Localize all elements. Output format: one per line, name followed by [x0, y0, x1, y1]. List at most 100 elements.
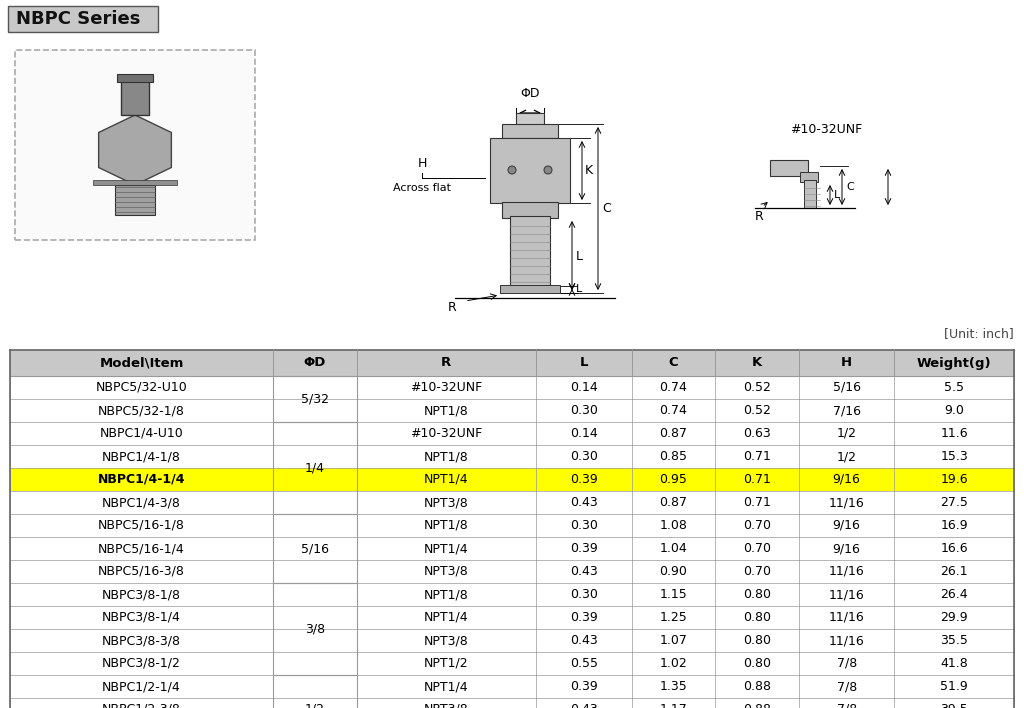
Bar: [273, 675, 356, 698]
Text: NPT1/4: NPT1/4: [424, 611, 469, 624]
Bar: [502, 202, 558, 218]
Text: ΦD: ΦD: [520, 87, 540, 100]
Text: NPT3/8: NPT3/8: [424, 565, 469, 578]
Bar: [516, 113, 544, 126]
Bar: [273, 675, 356, 708]
Bar: [15, 50, 255, 240]
Bar: [10, 652, 1014, 675]
Bar: [273, 698, 356, 708]
Text: 1.25: 1.25: [659, 611, 687, 624]
Text: 1.35: 1.35: [659, 680, 687, 693]
Text: 35.5: 35.5: [940, 634, 968, 647]
Text: NBPC5/16-1/8: NBPC5/16-1/8: [98, 519, 185, 532]
Text: 0.30: 0.30: [569, 588, 598, 601]
Text: 1.04: 1.04: [659, 542, 687, 555]
Bar: [273, 376, 356, 422]
Text: 19.6: 19.6: [940, 473, 968, 486]
Bar: [10, 468, 1014, 491]
Circle shape: [508, 166, 516, 174]
Text: 9/16: 9/16: [833, 519, 860, 532]
Text: C: C: [669, 357, 678, 370]
Text: 1/2: 1/2: [837, 450, 857, 463]
Bar: [273, 445, 356, 468]
Bar: [10, 445, 1014, 468]
Bar: [273, 537, 356, 560]
Bar: [121, 80, 150, 115]
Bar: [10, 675, 1014, 698]
Bar: [500, 285, 560, 293]
Text: 11/16: 11/16: [828, 588, 864, 601]
Text: 1.08: 1.08: [659, 519, 687, 532]
Text: 7/8: 7/8: [837, 657, 857, 670]
Text: 41.8: 41.8: [940, 657, 968, 670]
Bar: [273, 399, 356, 422]
Text: 0.14: 0.14: [569, 381, 598, 394]
Bar: [770, 160, 808, 176]
Bar: [273, 422, 356, 445]
Bar: [10, 491, 1014, 514]
Bar: [273, 606, 356, 629]
Bar: [10, 376, 1014, 399]
Text: 0.63: 0.63: [743, 427, 771, 440]
Text: R: R: [447, 301, 457, 314]
Text: ΦD: ΦD: [303, 357, 326, 370]
Text: 0.71: 0.71: [743, 473, 771, 486]
Text: 0.43: 0.43: [569, 565, 598, 578]
Bar: [10, 606, 1014, 629]
Text: NPT1/8: NPT1/8: [424, 519, 469, 532]
Text: 0.30: 0.30: [569, 519, 598, 532]
Bar: [273, 491, 356, 514]
Text: NBPC1/4-U10: NBPC1/4-U10: [99, 427, 183, 440]
Text: NBPC3/8-1/2: NBPC3/8-1/2: [102, 657, 181, 670]
Text: 0.52: 0.52: [743, 404, 771, 417]
Text: NBPC1/2-1/4: NBPC1/2-1/4: [102, 680, 181, 693]
Bar: [117, 74, 153, 82]
Text: Model\Item: Model\Item: [99, 357, 183, 370]
Circle shape: [544, 166, 552, 174]
Bar: [10, 537, 1014, 560]
Text: 0.87: 0.87: [659, 427, 687, 440]
Text: 5.5: 5.5: [944, 381, 965, 394]
Bar: [273, 376, 356, 399]
Text: 1.15: 1.15: [659, 588, 687, 601]
Text: NBPC1/4-1/4: NBPC1/4-1/4: [97, 473, 185, 486]
Bar: [804, 180, 816, 208]
Text: 1.07: 1.07: [659, 634, 687, 647]
Text: NPT1/2: NPT1/2: [424, 657, 469, 670]
Text: 11.6: 11.6: [940, 427, 968, 440]
Polygon shape: [98, 115, 171, 185]
Text: 16.9: 16.9: [940, 519, 968, 532]
Text: #10-32UNF: #10-32UNF: [411, 427, 482, 440]
Text: K: K: [752, 357, 762, 370]
Text: 0.88: 0.88: [743, 703, 771, 708]
Bar: [10, 560, 1014, 583]
Text: 0.30: 0.30: [569, 450, 598, 463]
Text: NPT3/8: NPT3/8: [424, 703, 469, 708]
Text: 11/16: 11/16: [828, 634, 864, 647]
Text: 0.30: 0.30: [569, 404, 598, 417]
Text: L: L: [575, 249, 583, 263]
Text: 5/16: 5/16: [833, 381, 860, 394]
Text: 5/16: 5/16: [301, 542, 329, 555]
Text: 0.14: 0.14: [569, 427, 598, 440]
Text: 0.80: 0.80: [743, 634, 771, 647]
Text: 0.90: 0.90: [659, 565, 687, 578]
Text: L: L: [580, 357, 588, 370]
Text: C: C: [846, 182, 854, 192]
Text: 0.43: 0.43: [569, 634, 598, 647]
Text: 0.87: 0.87: [659, 496, 687, 509]
Text: NBPC5/16-1/4: NBPC5/16-1/4: [98, 542, 185, 555]
Text: NPT1/4: NPT1/4: [424, 542, 469, 555]
Text: 5/32: 5/32: [301, 392, 329, 406]
Text: NBPC3/8-1/8: NBPC3/8-1/8: [102, 588, 181, 601]
Text: 0.39: 0.39: [569, 611, 598, 624]
Text: 0.70: 0.70: [743, 542, 771, 555]
Bar: [10, 399, 1014, 422]
Text: NBPC5/32-U10: NBPC5/32-U10: [95, 381, 187, 394]
Bar: [10, 422, 1014, 445]
Bar: [273, 560, 356, 583]
Bar: [10, 350, 1014, 376]
Text: 26.1: 26.1: [940, 565, 968, 578]
Text: 29.9: 29.9: [940, 611, 968, 624]
Text: 1/2: 1/2: [305, 703, 325, 708]
